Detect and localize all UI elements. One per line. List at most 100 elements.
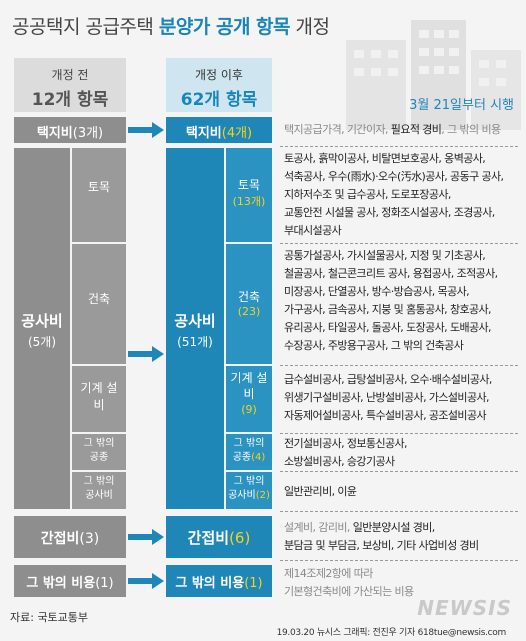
after-header: 개정 이후 62개 항목 [166, 58, 272, 112]
after-construction-bar [166, 148, 224, 509]
title-highlight: 분양가 공개 항목 [158, 16, 291, 38]
divider [280, 560, 518, 561]
before-indirect-label: 간접비(3) [14, 528, 126, 548]
after-construction-count: (51개) [177, 335, 213, 349]
after-sub-mech-label: 기계 설비 (9) [230, 370, 268, 418]
after-indirect-count: (6) [229, 529, 251, 547]
build-desc: 공통가설공사, 가시설물공사, 지정 및 기초공사, 철골공사, 철근콘크리트 … [284, 247, 498, 355]
before-land-bar [14, 117, 126, 143]
land-desc-pre: 택지공급가격, 기간이자, [284, 123, 391, 136]
after-sub-pub [226, 434, 272, 470]
mech-desc: 급수설비공사, 급탕설비공사, 오수·배수설비공사, 위생기구설비공사, 난방설… [284, 371, 492, 425]
other-desc: 제14조제2항에 따라 기본형건축비에 가산되는 비용 [284, 565, 414, 601]
title-prefix: 공공택지 공급주택 [12, 16, 159, 38]
after-label: 개정 이후 [195, 68, 243, 82]
build-desc-line: 철골공사, 철근콘크리트 공사, 용접공사, 조적공사, [284, 267, 498, 280]
after-sub-build [226, 244, 272, 364]
after-land-label: 택지비(4개) [166, 122, 272, 141]
after-sub-mech [226, 366, 272, 432]
earth-desc-line: 교통안전 시설물 공사, 정화조시설공사, 조경공사, [284, 206, 495, 219]
construction-arrow-icon [128, 346, 164, 362]
newsis-logo: NEWSIS [417, 596, 512, 620]
misc-desc-line: 일반관리비, 이윤 [284, 485, 357, 498]
before-land-label: 택지비(3개) [14, 122, 126, 141]
before-sub-pub [72, 434, 126, 470]
before-label: 개정 전 [51, 68, 89, 82]
after-sub-misc-line2: 공사비 [228, 490, 256, 501]
after-sub-pub-line1: 그 밖의 [233, 438, 265, 449]
pub-desc: 전기설비공사, 정보통신공사, 소방설비공사, 승강기공사 [284, 435, 408, 471]
before-sub-build-label: 건축 [87, 292, 111, 306]
before-header: 개정 전 12개 항목 [14, 58, 126, 112]
after-sub-earth-name: 토목 [237, 178, 261, 192]
land-desc-post: , 그 밖의 비용 [441, 123, 501, 136]
indirect-desc-gray: 설계비, 감리비, [284, 521, 353, 534]
after-construction-label: 공사비 (51개) [166, 310, 224, 350]
after-sub-mech-name: 기계 설비 [230, 371, 268, 401]
after-sub-pub-line2: 공종 [232, 452, 252, 463]
before-sub-mech-label: 기계 설비 [80, 381, 118, 412]
indirect-desc-dark: 일반분양시설 경비, [352, 521, 436, 534]
pub-desc-line: 전기설비공사, 정보통신공사, [284, 437, 408, 450]
after-land-count: (4개) [221, 126, 253, 141]
building-illustration [346, 20, 521, 130]
before-land-name: 택지비 [36, 126, 73, 141]
after-indirect-label: 간접비(6) [166, 527, 272, 548]
divider [280, 511, 518, 512]
divider [280, 243, 518, 244]
before-indirect-name: 간접비 [40, 531, 80, 547]
after-sub-build-name: 건축 [237, 290, 261, 304]
land-desc-bold: 필요적 경비 [390, 123, 442, 136]
after-land-name: 택지비 [185, 126, 222, 141]
after-sub-misc [226, 472, 272, 509]
other-arrow-icon [128, 573, 164, 589]
after-other-count: (1) [244, 576, 263, 591]
after-sub-misc-count: (2) [255, 490, 270, 501]
after-count: 62개 항목 [180, 90, 258, 110]
before-construction-count: (5개) [27, 335, 57, 349]
mech-desc-line: 위생기구설비공사, 난방설비공사, 가스설비공사, [284, 391, 489, 404]
title-suffix: 개정 [290, 16, 330, 38]
after-sub-earth-label: 토목 (13개) [226, 176, 272, 209]
divider [280, 471, 518, 472]
land-desc: 택지공급가격, 기간이자, 필요적 경비, 그 밖의 비용 [284, 121, 501, 139]
before-indirect-count: (3) [79, 531, 100, 547]
before-sub-earth [72, 148, 126, 242]
after-other-name: 그 밖의 비용 [175, 576, 245, 591]
before-construction-label: 공사비 (5개) [14, 310, 70, 350]
before-other-label: 그 밖의 비용(1) [14, 572, 126, 591]
after-sub-misc-label: 그 밖의 공사비(2) [226, 475, 272, 503]
after-sub-build-count: (23) [237, 305, 261, 318]
indirect-arrow-icon [128, 529, 164, 545]
before-sub-mech [72, 366, 126, 432]
before-sub-misc-label: 그 밖의 공사비 [83, 476, 115, 501]
effective-date: 3월 21일부터 시행 [409, 98, 514, 113]
earth-desc-line: 토공사, 흙막이공사, 비탈면보호공사, 옹벽공사, [284, 152, 486, 165]
before-construction-bar [14, 148, 70, 509]
build-desc-line: 가구공사, 금속공사, 지붕 및 홈통공사, 창호공사, [284, 303, 492, 316]
after-sub-earth [226, 148, 272, 242]
build-desc-line: 공통가설공사, 가시설물공사, 지정 및 기초공사, [284, 249, 486, 262]
earth-desc-line: 부대시설공사 [284, 224, 342, 237]
indirect-desc: 설계비, 감리비, 일반분양시설 경비, 분담금 및 부담금, 보상비, 기타 … [284, 519, 479, 555]
earth-desc-line: 석축공사, 우수(雨水)·오수(汚水)공사, 공동구 공사, [284, 170, 504, 183]
after-indirect-name: 간접비 [187, 529, 230, 547]
before-other-count: (1) [95, 576, 114, 591]
after-sub-pub-count: (4) [251, 452, 266, 463]
credit-line: 19.03.20 뉴시스 그래픽: 전진우 기자 618tue@newsis.c… [276, 628, 507, 638]
after-land-bar [166, 117, 272, 143]
divider [280, 146, 518, 147]
misc-desc: 일반관리비, 이윤 [284, 483, 357, 501]
build-desc-line: 미장공사, 단열공사, 방수·방습공사, 목공사, [284, 285, 470, 298]
before-sub-build [72, 244, 126, 364]
mech-desc-line: 급수설비공사, 급탕설비공사, 오수·배수설비공사, [284, 373, 492, 386]
before-other-name: 그 밖의 비용 [26, 576, 96, 591]
before-sub-earth-label: 토목 [87, 180, 111, 194]
other-desc-line: 기본형건축비에 가산되는 비용 [284, 585, 414, 598]
after-construction-name: 공사비 [174, 312, 216, 330]
land-arrow-icon [128, 122, 164, 138]
pub-desc-line: 소방설비공사, 승강기공사 [284, 455, 395, 468]
before-sub-pub-label: 그 밖의 공종 [83, 438, 115, 463]
after-indirect-bar [166, 516, 272, 558]
